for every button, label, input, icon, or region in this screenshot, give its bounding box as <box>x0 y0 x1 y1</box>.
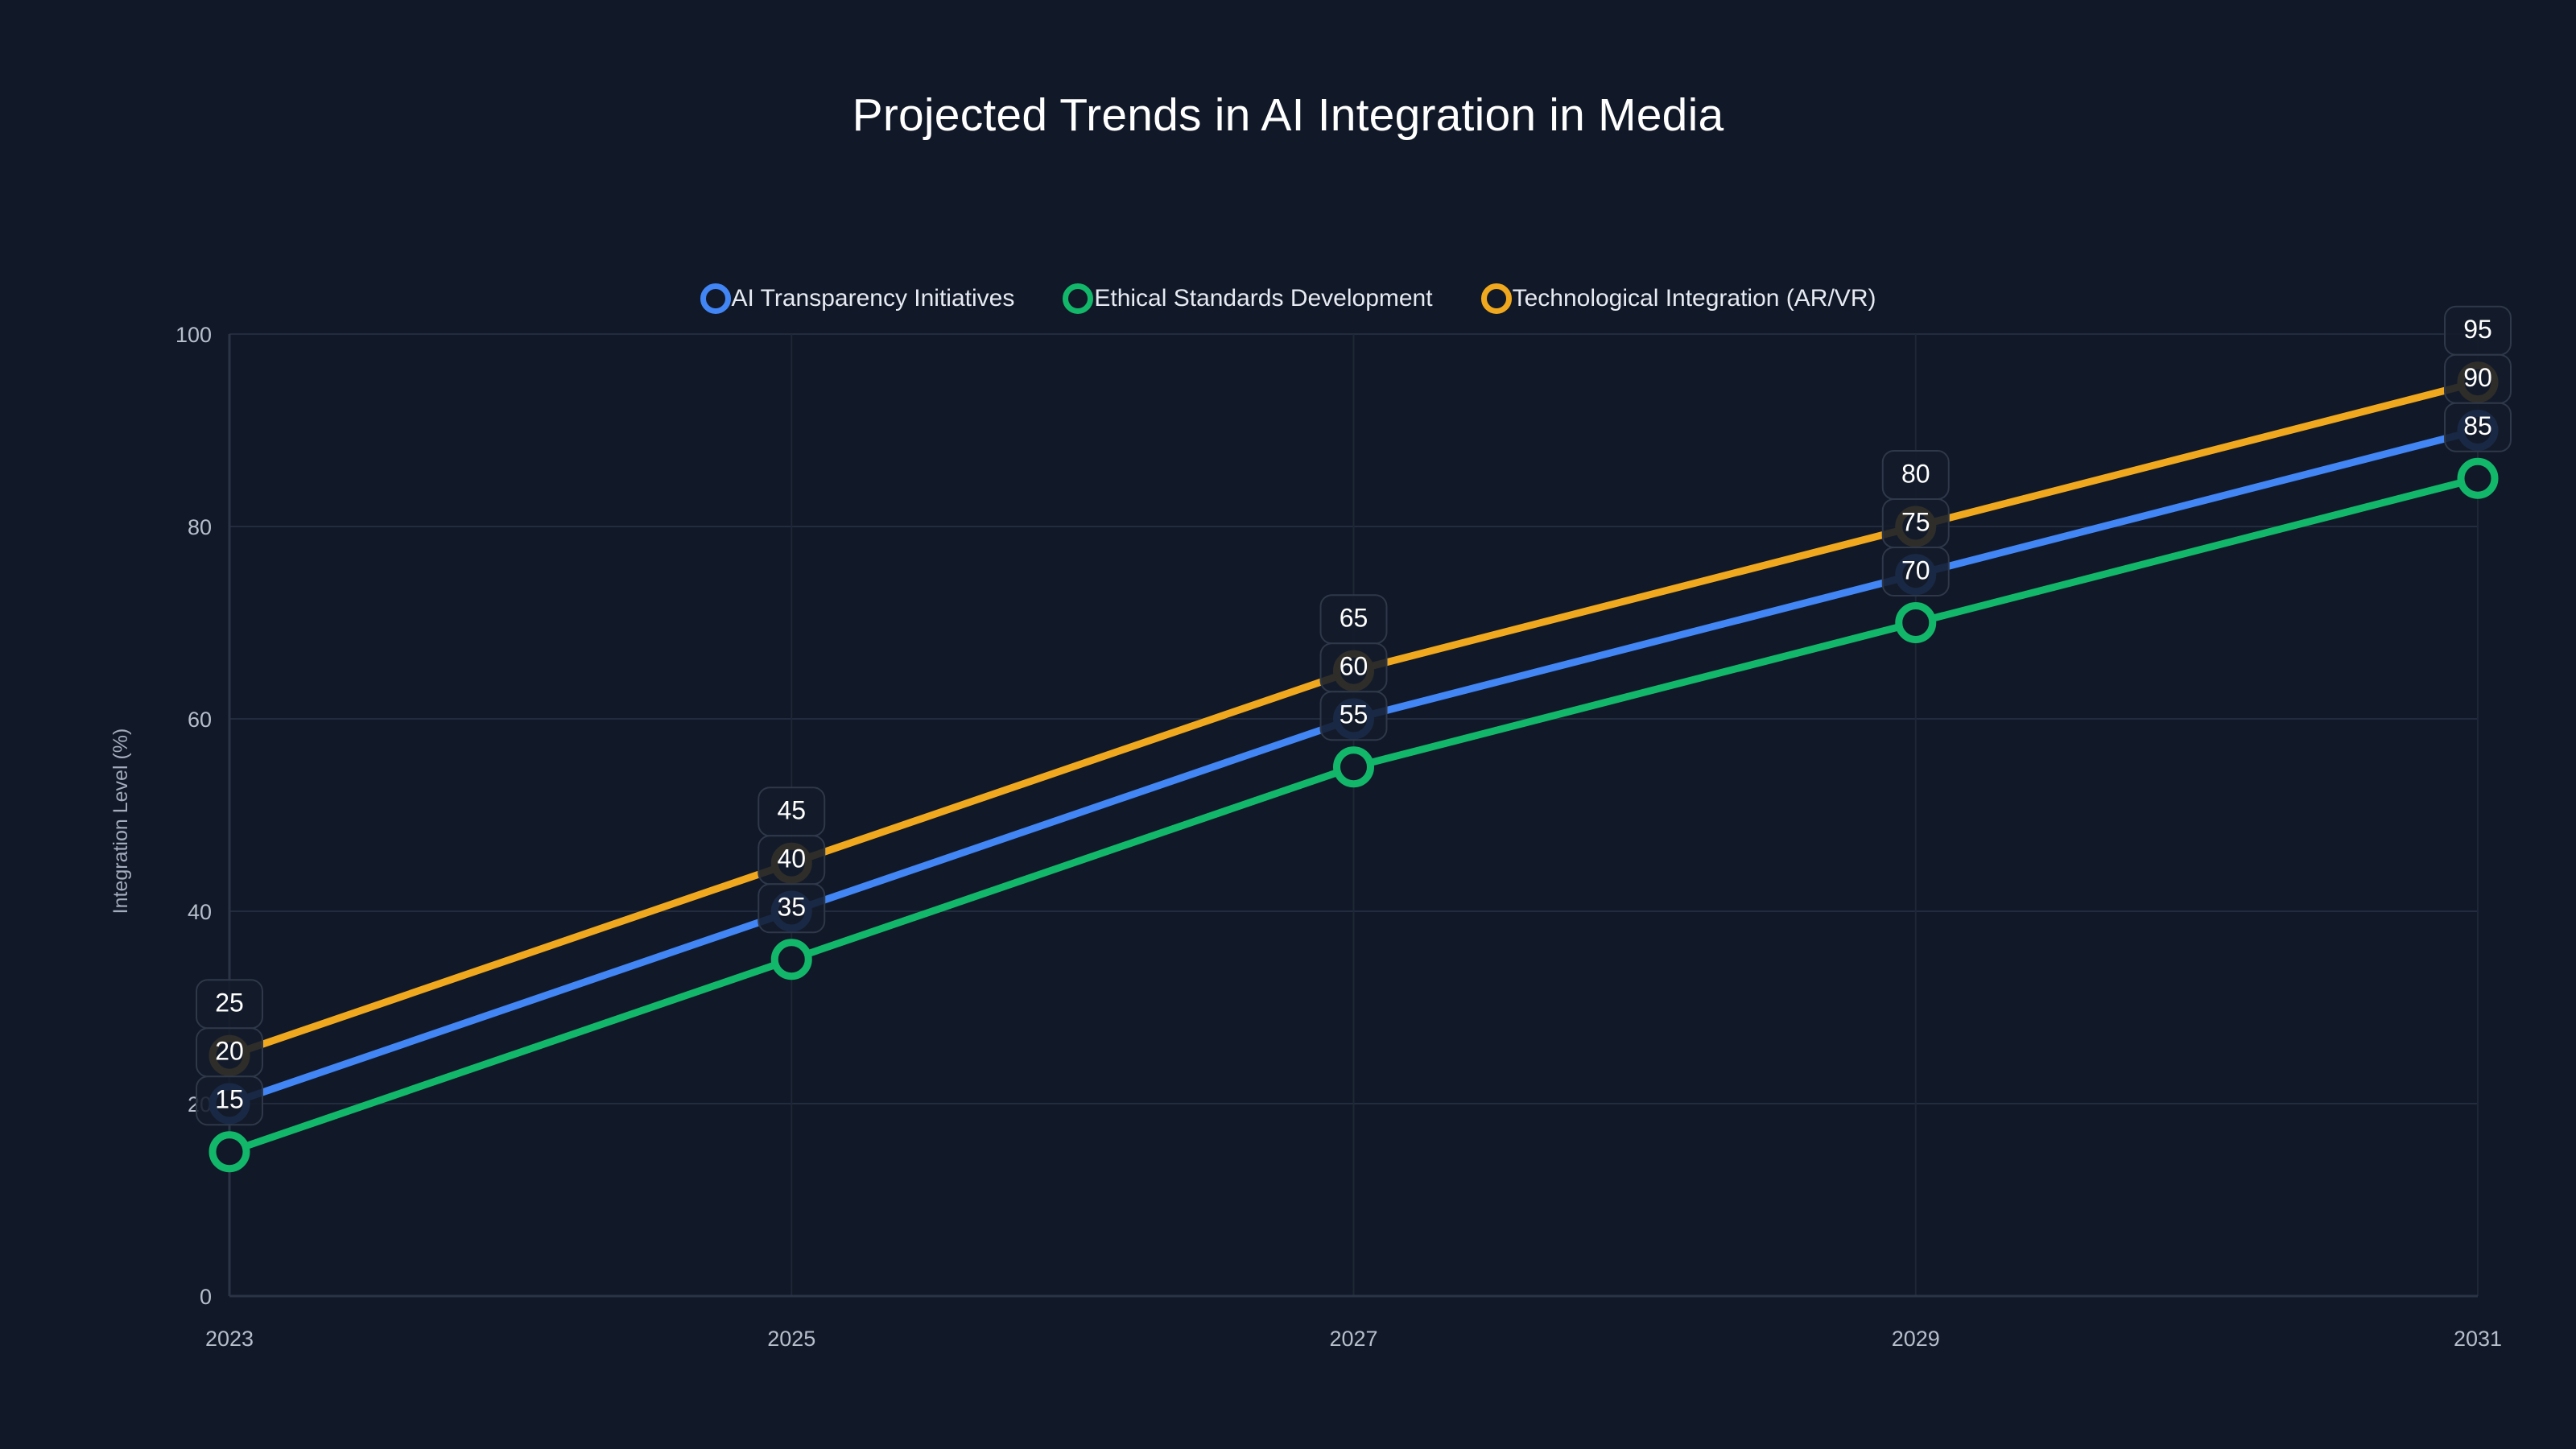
data-label-box <box>2444 402 2512 452</box>
data-label: 85 <box>2444 402 2512 452</box>
data-label-box <box>1319 691 1388 741</box>
data-label: 15 <box>196 1075 263 1126</box>
legend-marker-icon <box>700 283 731 314</box>
data-label-value: 75 <box>1901 507 1930 536</box>
data-label-value: 55 <box>1340 700 1368 729</box>
data-label: 45 <box>758 786 826 837</box>
data-label-value: 95 <box>2463 315 2492 344</box>
y-axis-tick-labels: 020406080100 <box>175 323 212 1309</box>
data-point-marker[interactable] <box>1895 602 1937 643</box>
x-tick-label: 2025 <box>767 1327 815 1351</box>
data-point-marker[interactable] <box>770 939 812 980</box>
data-label: 40 <box>758 835 826 886</box>
data-label: 80 <box>1881 450 1950 500</box>
legend-marker-icon <box>1480 283 1512 314</box>
legend-item-label: AI Transparency Initiatives <box>731 285 1015 312</box>
y-tick-label: 60 <box>188 708 212 732</box>
legend-marker-icon <box>1063 283 1094 314</box>
legend-item-ethical-standards-development[interactable]: Ethical Standards Development <box>1063 283 1433 314</box>
y-tick-label: 80 <box>188 515 212 539</box>
data-label-value: 90 <box>2463 363 2492 392</box>
data-label-value: 80 <box>1901 459 1930 488</box>
y-tick-label: 100 <box>175 323 212 347</box>
y-axis-title: Integration Level (%) <box>109 729 132 914</box>
data-label-value: 45 <box>777 796 806 825</box>
y-tick-label: 40 <box>188 900 212 924</box>
data-label: 70 <box>1881 547 1950 597</box>
data-label-value: 20 <box>215 1037 244 1066</box>
data-label: 25 <box>196 979 263 1030</box>
y-axis-title-text: Integration Level (%) <box>109 729 132 914</box>
data-label-value: 25 <box>215 989 244 1018</box>
y-tick-label: 0 <box>200 1285 212 1309</box>
x-axis-tick-labels: 2023 2025 2027 2029 2031 <box>205 1327 2502 1351</box>
data-label-box <box>196 1075 263 1126</box>
data-label-value: 40 <box>777 844 806 873</box>
data-label: 55 <box>1319 691 1388 741</box>
data-label-boxes: 25 20 15 45 40 35 65 60 55 80 75 70 95 90 85 <box>196 305 2512 1126</box>
legend-item-label: Technological Integration (AR/VR) <box>1512 285 1876 312</box>
x-tick-label: 2027 <box>1329 1327 1377 1351</box>
data-point-marker[interactable] <box>2457 457 2499 499</box>
legend-item-ai-transparency-initiatives[interactable]: AI Transparency Initiatives <box>700 283 1015 314</box>
x-tick-label: 2029 <box>1892 1327 1940 1351</box>
data-label-value: 70 <box>1901 555 1930 584</box>
data-label: 20 <box>196 1027 263 1078</box>
data-label-value: 65 <box>1340 604 1368 633</box>
x-tick-label: 2031 <box>2454 1327 2502 1351</box>
data-label-value: 15 <box>215 1085 244 1114</box>
data-label: 60 <box>1319 642 1388 693</box>
legend-item-label: Ethical Standards Development <box>1094 285 1433 312</box>
gridlines <box>229 333 2479 1296</box>
data-label-value: 35 <box>777 893 806 922</box>
data-point-marker[interactable] <box>1333 746 1374 788</box>
data-label: 90 <box>2444 353 2512 404</box>
data-label: 65 <box>1319 594 1388 645</box>
data-label: 75 <box>1881 498 1950 548</box>
data-label: 35 <box>758 883 826 934</box>
chart-legend: AI Transparency Initiatives Ethical Stan… <box>0 283 2576 314</box>
data-label-box <box>758 883 826 934</box>
data-label-value: 60 <box>1340 652 1368 681</box>
data-label-value: 85 <box>2463 411 2492 440</box>
data-label-box <box>1881 547 1950 597</box>
x-tick-label: 2023 <box>205 1327 254 1351</box>
legend-item-technological-integration-arvr[interactable]: Technological Integration (AR/VR) <box>1480 283 1876 314</box>
data-point-marker[interactable] <box>208 1131 250 1173</box>
data-label: 95 <box>2444 305 2512 356</box>
page-title: Projected Trends in AI Integration in Me… <box>852 89 1724 141</box>
